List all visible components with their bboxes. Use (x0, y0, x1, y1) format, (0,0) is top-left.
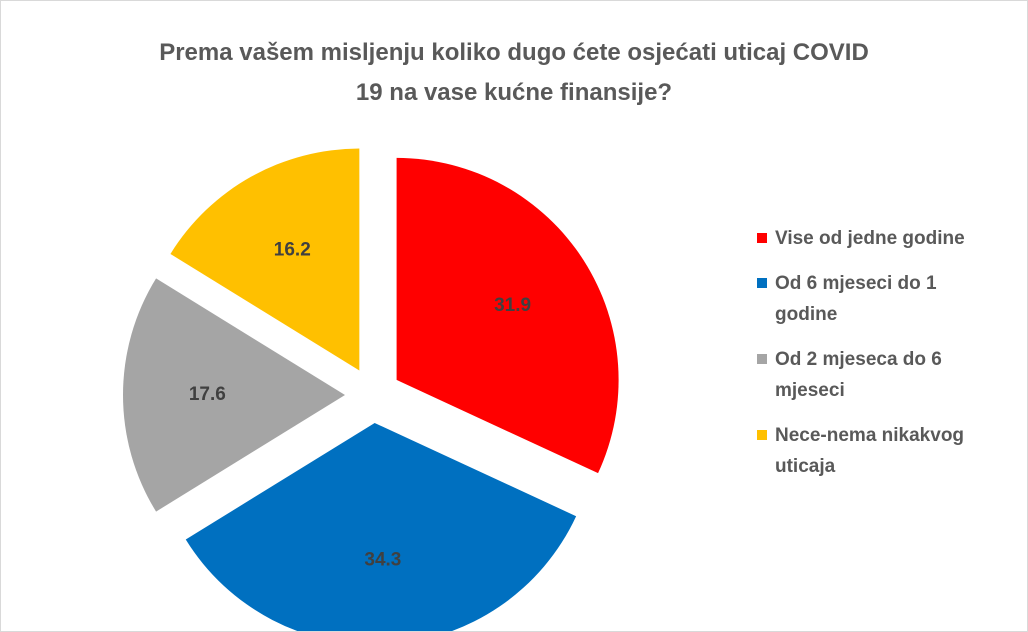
legend: Vise od jedne godine Od 6 mjeseci do 1 go… (753, 223, 1013, 496)
legend-label: Vise od jedne godine (775, 228, 965, 249)
legend-label: Od 6 mjeseci do 1 godine (775, 273, 937, 325)
data-label: 31.9 (494, 295, 531, 316)
legend-swatch (757, 430, 767, 440)
legend-swatch (757, 354, 767, 364)
legend-swatch (757, 278, 767, 288)
data-label: 16.2 (274, 239, 311, 260)
pie-slice (396, 157, 619, 474)
pie-slice (185, 422, 577, 631)
data-label: 34.3 (364, 549, 401, 570)
legend-label: Od 2 mjeseca do 6 mjeseci (775, 349, 942, 401)
pie-slice (123, 278, 345, 512)
legend-swatch (757, 233, 767, 243)
legend-item: Od 6 mjeseci do 1 godine (753, 268, 985, 330)
chart-title: Prema vašem misljenju koliko dugo ćete o… (159, 39, 869, 106)
data-label: 17.6 (189, 384, 226, 405)
pie-slice (170, 148, 360, 371)
legend-item: Vise od jedne godine (753, 223, 985, 254)
legend-item: Od 2 mjeseca do 6 mjeseci (753, 344, 985, 406)
legend-item: Nece-nema nikakvog uticaja (753, 420, 985, 482)
legend-label: Nece-nema nikakvog uticaja (775, 425, 965, 477)
